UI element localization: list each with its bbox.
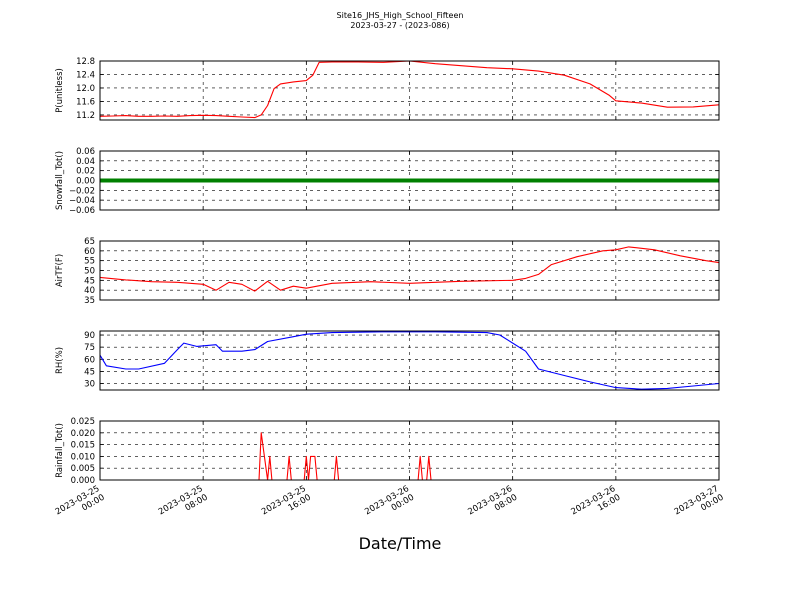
chart-title: Site16_JHS_High_School_Fifteen: [336, 11, 464, 20]
y-tick-label: −0.04: [69, 196, 95, 206]
y-tick-label: 11.6: [76, 97, 95, 107]
y-tick-label: 0.005: [71, 464, 95, 474]
plot-frame: [99, 240, 720, 301]
y-tick-label: 12.0: [76, 84, 95, 94]
y-tick-label: 50: [84, 267, 95, 277]
y-tick-label: 75: [84, 343, 95, 353]
x-tick-label: 2023-03-2500:00: [54, 484, 107, 526]
y-tick-label: 45: [84, 367, 95, 377]
series-line: [99, 60, 720, 119]
y-tick-label: −0.02: [69, 186, 95, 196]
y-tick-label: 65: [84, 237, 95, 247]
x-tick-label: 2023-03-2700:00: [673, 484, 726, 526]
y-tick-label: 0.00: [76, 177, 95, 187]
x-tick-label: 2023-03-2516:00: [260, 484, 313, 526]
x-axis-label: Date/Time: [358, 534, 442, 553]
plot-frame: [99, 420, 720, 481]
y-tick-label: 45: [84, 276, 95, 286]
y-tick-label: 11.2: [76, 111, 95, 121]
series-line: [99, 246, 720, 292]
chart-subtitle: 2023-03-27 - (2023-086): [350, 21, 450, 30]
y-tick-label: −0.06: [69, 206, 95, 216]
plot-frame: [99, 150, 720, 211]
plot-frame: [99, 60, 720, 121]
y-tick-label: 0.010: [71, 452, 95, 462]
y-tick-label: 0.000: [71, 476, 95, 486]
y-tick-label: 0.04: [76, 157, 95, 167]
y-tick-label: 0.015: [71, 441, 95, 451]
x-tick-label: 2023-03-2508:00: [157, 484, 210, 526]
y-tick-label: 55: [84, 257, 95, 267]
panel-4: 30 45 60 75 90 RH(%): [55, 330, 720, 391]
y-tick-label: 30: [84, 380, 95, 390]
panel-2: −0.06−0.04−0.020.000.020.040.06 Snowfall_…: [55, 147, 720, 216]
y-tick-label: 12.8: [76, 57, 95, 67]
y-axis-label: RH(%): [55, 347, 65, 374]
y-tick-label: 90: [84, 331, 95, 341]
y-axis-label: P(unitless): [55, 68, 65, 113]
y-tick-label: 0.02: [76, 167, 95, 177]
series-line: [99, 331, 720, 390]
y-tick-label: 0.020: [71, 429, 95, 439]
y-tick-label: 60: [84, 355, 95, 365]
y-tick-label: 12.4: [76, 70, 95, 80]
x-tick-label: 2023-03-2600:00: [363, 484, 416, 526]
y-axis-label: Rainfall_Tot(): [55, 423, 65, 478]
y-axis-label: Snowfall_Tot(): [55, 151, 65, 210]
y-tick-label: 40: [84, 286, 95, 296]
y-tick-label: 0.025: [71, 417, 95, 427]
x-tick-label: 2023-03-2616:00: [570, 484, 623, 526]
plot-frame: [99, 330, 720, 391]
y-tick-label: 60: [84, 247, 95, 257]
panel-1: 11.2 11.6 12.0 12.4 12.8 P(unitless): [55, 57, 720, 121]
y-axis-label: AirTF(F): [55, 254, 65, 287]
y-tick-label: 35: [84, 296, 95, 306]
x-tick-label: 2023-03-2608:00: [466, 484, 519, 526]
y-tick-label: 0.06: [76, 147, 95, 157]
